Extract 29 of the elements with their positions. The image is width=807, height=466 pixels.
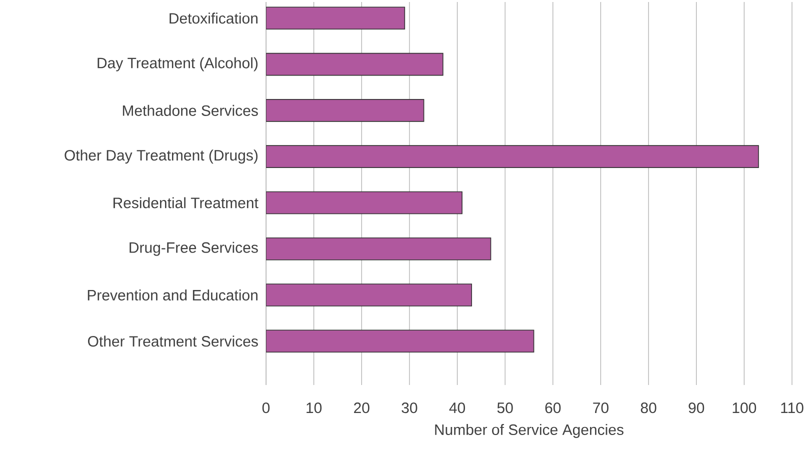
bar [266,191,462,214]
x-tick-label: 30 [402,402,418,414]
y-tick-label: Detoxification [170,12,258,24]
x-axis-title: Number of Service Agencies [435,424,624,438]
x-tick-label: 40 [449,402,466,414]
bar [266,52,444,76]
bar [266,6,406,30]
x-tick-label: 0 [262,402,270,414]
x-tick-label: 100 [732,402,756,414]
y-tick-label: Other Day Treatment (Drugs) [64,150,258,164]
y-tick-label: Drug-Free Services [130,242,258,256]
bar [266,330,534,353]
y-tick-label: Methadone Services [122,104,258,116]
x-tick-label: 70 [593,402,608,414]
x-tick-label: 90 [688,402,704,414]
y-tick-label: Prevention and Education [88,290,258,301]
bar [266,145,759,168]
bar [266,99,424,122]
y-tick-label: Residential Treatment [114,197,258,208]
x-tick-label: 50 [497,402,513,414]
x-tick-label: 60 [545,402,561,414]
x-tick-label: 80 [640,402,656,414]
bar [266,237,492,260]
y-tick-label: Day Treatment (Alcohol) [98,57,258,72]
x-tick-label: 20 [354,402,370,414]
x-tick-label: 10 [306,402,322,414]
x-tick-label: 110 [781,402,804,414]
y-tick-label: Other Treatment Services [88,336,258,347]
bar [266,284,472,306]
